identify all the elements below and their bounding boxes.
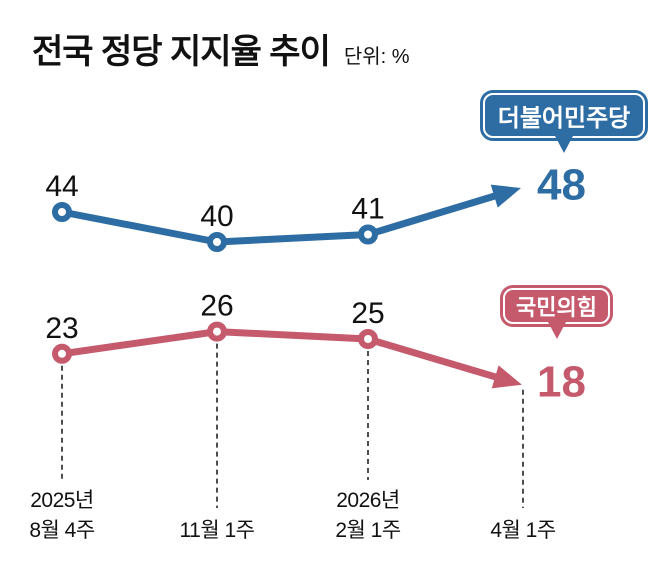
x-axis-label-feb-w1: 2026년 2월 1주 (335, 489, 401, 542)
point-value-label: 23 (45, 312, 78, 345)
trend-arrow-head (491, 365, 522, 389)
data-point (207, 232, 227, 252)
data-point (52, 343, 72, 364)
point-value-label: 44 (45, 170, 78, 203)
point-value-label: 25 (351, 297, 384, 330)
x-axis-label-apr-w1: 4월 1주 (490, 519, 556, 542)
header: 전국 정당 지지율 추이 단위: % (32, 24, 410, 73)
x-axis-label-nov-w1: 11월 1주 (179, 519, 255, 542)
trend-arrow-shaft (367, 335, 506, 384)
unit-label: 단위: % (343, 46, 410, 68)
ppp-bubble-label: 국민의힘 (516, 295, 597, 320)
data-point (52, 202, 72, 222)
ppp-bubble: 국민의힘 (503, 288, 610, 324)
data-point (207, 321, 227, 342)
trend-arrow-shaft (366, 189, 505, 238)
trend-arrow-head (490, 184, 521, 208)
data-point (358, 329, 378, 349)
x-axis-label-aug-w4: 2025년 8월 4주 (29, 489, 95, 542)
data-point (358, 224, 378, 245)
democratic-party-bubble: 더불어민주당 (483, 93, 645, 138)
end-value-label: 18 (537, 357, 586, 406)
point-value-label: 40 (200, 200, 233, 233)
democratic-party-bubble-label: 더불어민주당 (497, 105, 631, 132)
point-value-label: 41 (351, 193, 384, 226)
point-value-label: 26 (200, 290, 233, 323)
end-value-label: 48 (537, 161, 586, 210)
page-title: 전국 정당 지지율 추이 (32, 33, 331, 71)
